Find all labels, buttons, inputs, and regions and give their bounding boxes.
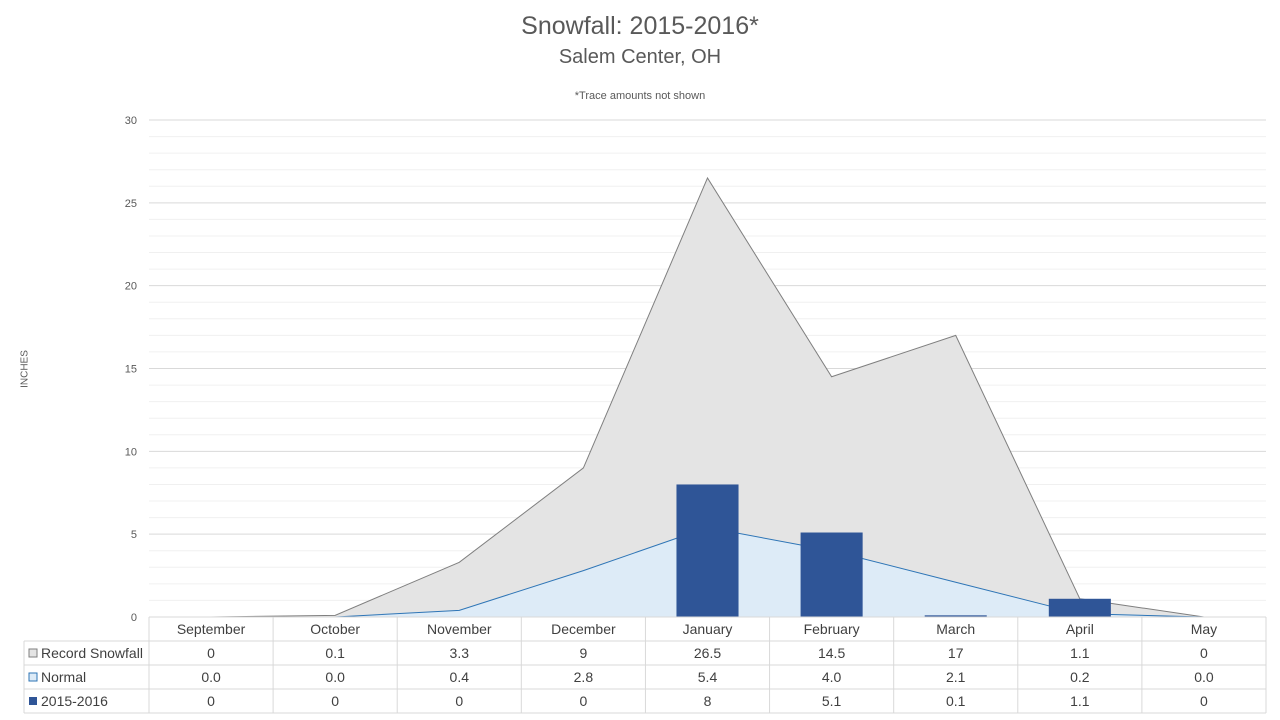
category-label: October — [310, 621, 360, 637]
area-line-record-snowfall — [211, 176, 1205, 618]
table-cell: 0 — [207, 645, 215, 661]
area-fill-record-snowfall — [211, 177, 1204, 617]
chart-subtitle: Salem Center, OH — [558, 46, 722, 68]
y-tick-label: 0 — [131, 612, 137, 624]
y-tick-label: 20 — [125, 281, 137, 293]
table-cell: 14.5 — [818, 645, 845, 661]
category-label: December — [551, 621, 616, 637]
table-cell: 2.1 — [946, 669, 966, 685]
y-tick-label: 10 — [125, 446, 137, 458]
table-cell: 0.2 — [1070, 669, 1090, 685]
legend-key-normal — [28, 672, 38, 682]
category-label: March — [936, 621, 975, 637]
category-label: April — [1066, 621, 1094, 637]
chart-title: Snowfall: 2015-2016* — [521, 12, 759, 40]
table-cell: 0.4 — [450, 669, 470, 685]
table-cell: 0.1 — [325, 645, 345, 661]
table-cell: 1.1 — [1070, 693, 1090, 709]
y-axis-ticks: 0 5 10 15 20 25 30 — [125, 115, 137, 624]
table-cell: 0 — [579, 693, 587, 709]
table-cell: 4.0 — [822, 669, 842, 685]
bar-march — [924, 615, 987, 617]
category-label: November — [427, 621, 492, 637]
bar-april — [1048, 598, 1111, 617]
category-label: May — [1191, 621, 1217, 637]
table-cell: 1.1 — [1070, 645, 1090, 661]
table-cell: 0 — [331, 693, 339, 709]
bar-february — [800, 532, 863, 617]
table-cell: 9 — [579, 645, 587, 661]
table-cell: 17 — [948, 645, 964, 661]
legend-label-record-snowfall: Record Snowfall — [41, 645, 143, 661]
table-cell: 26.5 — [694, 645, 721, 661]
table-cell: 0.1 — [946, 693, 966, 709]
legend-key-record-snowfall — [28, 648, 38, 658]
category-label: September — [177, 621, 246, 637]
legend-key-2015-2016 — [29, 697, 37, 705]
category-label: January — [683, 621, 733, 637]
table-cell: 0 — [1200, 693, 1208, 709]
category-label: February — [804, 621, 860, 637]
table-cell: 0.0 — [1194, 669, 1214, 685]
chart-note: *Trace amounts not shown — [574, 90, 706, 102]
table-cell: 0.0 — [201, 669, 221, 685]
y-tick-label: 15 — [125, 364, 137, 376]
bar-january — [676, 484, 739, 617]
y-tick-label: 30 — [125, 115, 137, 127]
table-cell: 0 — [1200, 645, 1208, 661]
table-cell: 5.1 — [822, 693, 842, 709]
table-cell: 5.4 — [698, 669, 718, 685]
legend-label-normal: Normal — [41, 669, 86, 685]
y-tick-label: 25 — [125, 198, 137, 210]
table-cell: 0.0 — [325, 669, 345, 685]
y-tick-label: 5 — [131, 529, 137, 541]
table-cell: 0 — [455, 693, 463, 709]
table-cell: 2.8 — [574, 669, 594, 685]
data-table: September October November December January F… — [23, 616, 1267, 714]
legend-label-2015-2016: 2015-2016 — [41, 693, 108, 709]
table-cell: 3.3 — [450, 645, 470, 661]
table-cell: 0 — [207, 693, 215, 709]
bar-series — [676, 484, 1111, 617]
table-cell: 8 — [704, 693, 712, 709]
